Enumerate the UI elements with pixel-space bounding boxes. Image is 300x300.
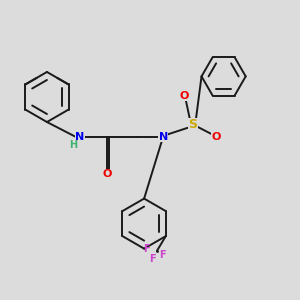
Text: F: F	[149, 254, 156, 264]
Text: O: O	[212, 132, 221, 142]
Text: F: F	[143, 244, 150, 254]
Text: O: O	[103, 169, 112, 179]
Text: H: H	[69, 140, 77, 150]
Text: N: N	[75, 132, 85, 142]
Text: S: S	[188, 118, 197, 131]
Text: F: F	[159, 250, 166, 260]
Text: N: N	[159, 132, 168, 142]
Text: O: O	[179, 91, 188, 100]
